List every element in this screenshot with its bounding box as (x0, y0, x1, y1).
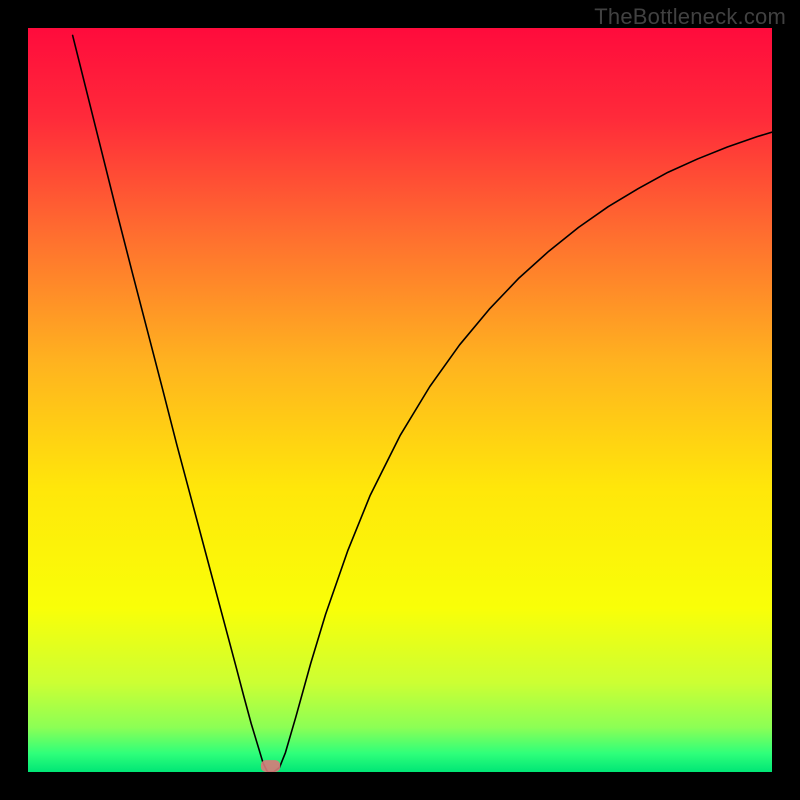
bottleneck-chart (28, 28, 772, 772)
chart-frame: TheBottleneck.com (0, 0, 800, 800)
plot-area (28, 28, 772, 772)
optimal-point-marker (261, 760, 280, 772)
gradient-background (28, 28, 772, 772)
watermark-text: TheBottleneck.com (594, 4, 786, 30)
